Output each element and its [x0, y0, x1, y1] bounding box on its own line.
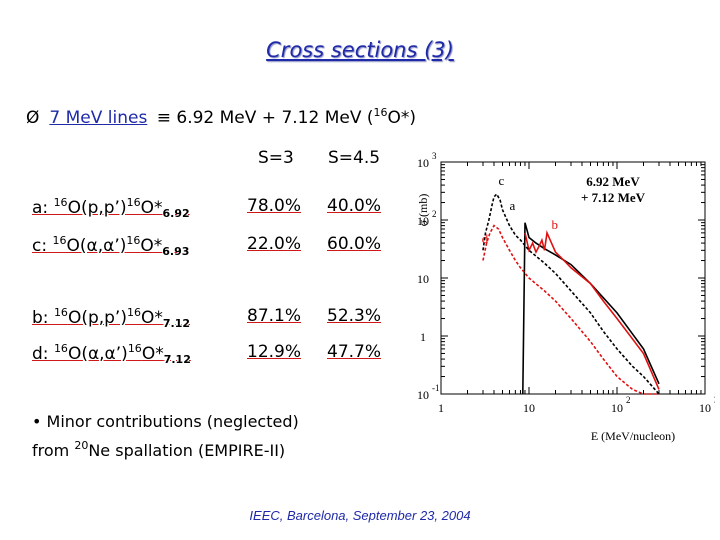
y-tick-label: 10	[417, 272, 429, 286]
y-axis-label: σ (mb)	[416, 194, 430, 227]
value-s45: 60.0%	[327, 234, 382, 254]
curve-label-d: d	[482, 231, 489, 246]
bullet-line: Ø 7 MeV lines ≡ 6.92 MeV + 7.12 MeV (16O*…	[26, 106, 416, 128]
table-row: a: 16O(p,p’)16O*6.92 78.0% 40.0%	[32, 196, 381, 220]
series-line-d	[482, 224, 659, 395]
reaction-label: d: 16O(α,α’)16O*7.12	[32, 342, 191, 366]
y-tick-label: 1	[420, 330, 426, 344]
x-axis-label: E (MeV/nucleon)	[591, 429, 675, 443]
equiv-symbol: ≡	[156, 108, 171, 128]
column-header-s3: S=3	[258, 148, 294, 168]
y-tick-label: 10	[417, 388, 429, 402]
curve-label-b: b	[551, 217, 558, 232]
y-tick-exponent: 2	[432, 209, 437, 219]
value-s3: 78.0%	[247, 196, 302, 216]
note-text: • Minor contributions (neglected) from 2…	[32, 412, 299, 460]
curve-label-c: c	[498, 173, 504, 188]
footer: IEEC, Barcelona, September 23, 2004	[249, 508, 471, 523]
lines-label: 7 MeV lines	[49, 108, 148, 128]
x-tick-label: 10	[699, 401, 711, 415]
y-tick-label: 10	[417, 214, 429, 228]
table-row: c: 16O(α,α’)16O*6.93 22.0% 60.0%	[32, 234, 381, 258]
series-line-c	[482, 192, 660, 395]
y-tick-label: 10	[417, 156, 429, 170]
value-s3: 87.1%	[247, 306, 302, 326]
legend-line-2: + 7.12 MeV	[581, 190, 646, 205]
value-s45: 52.3%	[327, 306, 382, 326]
reaction-label: a: 16O(p,p’)16O*6.92	[32, 196, 190, 220]
x-tick-label: 1	[438, 401, 444, 415]
series-line-a	[522, 222, 660, 395]
plot-frame	[440, 161, 706, 395]
x-tick-label: 10	[523, 401, 535, 415]
x-tick-exponent: 3	[714, 395, 715, 405]
bullet-text: 6.92 MeV + 7.12 MeV (	[176, 108, 374, 128]
value-s3: 22.0%	[247, 234, 302, 254]
y-tick-exponent: -1	[432, 383, 440, 393]
nucleus-label: O*)	[387, 108, 417, 128]
curve-label-a: a	[509, 198, 515, 213]
column-header-s45: S=4.5	[328, 148, 381, 168]
nucleus-mass: 16	[373, 106, 388, 119]
slide-title: Cross sections (3)	[266, 38, 454, 62]
y-tick-exponent: 3	[432, 151, 437, 161]
x-tick-exponent: 2	[626, 395, 631, 405]
table-row: b: 16O(p,p’)16O*7.12 87.1% 52.3%	[32, 306, 381, 330]
value-s3: 12.9%	[247, 342, 302, 362]
x-tick-label: 10	[611, 401, 623, 415]
series-line-b	[524, 230, 660, 390]
table-row: d: 16O(α,α’)16O*7.12 12.9% 47.7%	[32, 342, 381, 366]
reaction-label: b: 16O(p,p’)16O*7.12	[32, 306, 191, 330]
reaction-label: c: 16O(α,α’)16O*6.93	[32, 234, 190, 258]
legend-line-1: 6.92 MeV	[586, 174, 640, 189]
arrow-bullet-icon: Ø	[26, 108, 40, 128]
value-s45: 47.7%	[327, 342, 382, 362]
value-s45: 40.0%	[327, 196, 382, 216]
